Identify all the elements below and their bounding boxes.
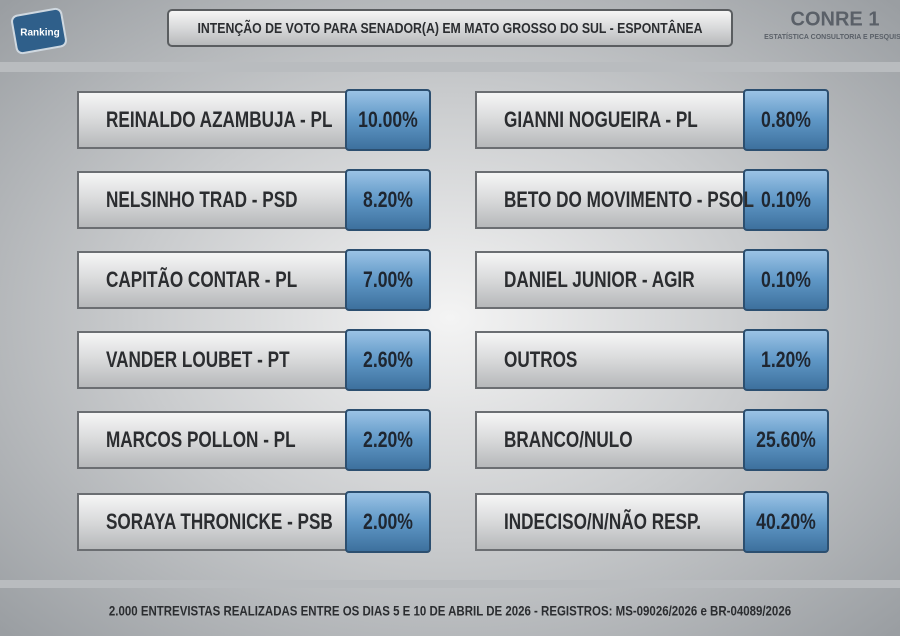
candidate-name: VANDER LOUBET - PT	[106, 348, 290, 373]
title-box	[167, 9, 733, 47]
vote-share: 0.10%	[761, 268, 811, 292]
value-box	[345, 249, 431, 311]
candidate-name: SORAYA THRONICKE - PSB	[106, 510, 333, 535]
vote-share: 40.20%	[756, 510, 816, 534]
vote-share: 25.60%	[756, 428, 816, 452]
rows: REINALDO AZAMBUJA - PL 10.00% NELSINHO TRA…	[77, 89, 829, 553]
candidate-name: NELSINHO TRAD - PSD	[106, 188, 298, 213]
vote-share: 7.00%	[363, 268, 413, 292]
name-plate	[77, 171, 351, 229]
value-box	[743, 249, 829, 311]
candidate-name: BETO DO MOVIMENTO - PSOL	[504, 188, 754, 213]
value-box	[743, 491, 829, 553]
value-box	[743, 89, 829, 151]
vote-share: 0.10%	[761, 188, 811, 212]
value-box	[743, 409, 829, 471]
candidate-name: OUTROS	[504, 348, 577, 373]
name-plate	[475, 171, 749, 229]
candidate-name: BRANCO/NULO	[504, 428, 633, 453]
value-box	[345, 89, 431, 151]
name-plate	[77, 411, 351, 469]
candidate-name: GIANNI NOGUEIRA - PL	[504, 108, 698, 133]
value-box	[345, 409, 431, 471]
left-logo: Ranking	[20, 28, 59, 39]
right-logo-subtitle: ESTATÍSTICA CONSULTORIA E PESQUISA	[764, 32, 900, 41]
vote-share: 2.20%	[363, 428, 413, 452]
footer: 2.000 ENTREVISTAS REALIZADAS ENTRE OS DI…	[109, 603, 791, 619]
vote-share: 0.80%	[761, 108, 811, 132]
vote-share: 8.20%	[363, 188, 413, 212]
right-logo: CONRE 1	[791, 8, 880, 30]
candidate-name: INDECISO/N/NÃO RESP.	[504, 509, 701, 535]
candidate-name: CAPITÃO CONTAR - PL	[106, 267, 297, 293]
name-plate	[475, 91, 749, 149]
top-rail	[0, 62, 900, 72]
name-plate	[77, 331, 351, 389]
vote-share: 2.60%	[363, 348, 413, 372]
bottom-rail	[0, 580, 900, 588]
value-box	[743, 329, 829, 391]
left-logo-badge	[11, 7, 67, 55]
name-plate	[77, 251, 351, 309]
name-plate	[475, 411, 749, 469]
value-box	[345, 329, 431, 391]
candidate-name: REINALDO AZAMBUJA - PL	[106, 108, 332, 133]
vote-share: 1.20%	[761, 348, 811, 372]
name-plate	[77, 493, 351, 551]
vote-share: 10.00%	[358, 108, 418, 132]
candidate-name: MARCOS POLLON - PL	[106, 428, 296, 453]
value-box	[743, 169, 829, 231]
title: INTENÇÃO DE VOTO PARA SENADOR(A) EM MATO…	[198, 18, 703, 37]
vote-share: 2.00%	[363, 510, 413, 534]
candidate-name: DANIEL JUNIOR - AGIR	[504, 268, 695, 293]
value-box	[345, 169, 431, 231]
value-box	[345, 491, 431, 553]
name-plate	[475, 493, 749, 551]
